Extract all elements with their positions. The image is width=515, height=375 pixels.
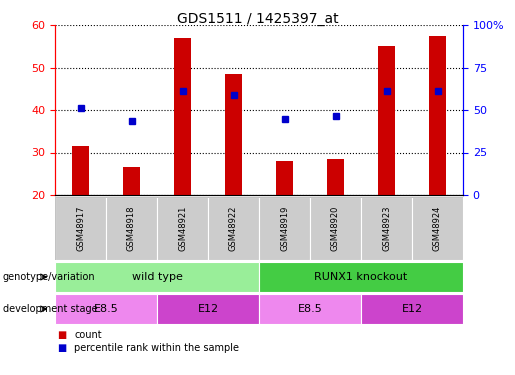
Text: RUNX1 knockout: RUNX1 knockout bbox=[314, 272, 408, 282]
Text: GSM48924: GSM48924 bbox=[433, 206, 442, 251]
Bar bbox=[225, 74, 243, 195]
Bar bbox=[72, 146, 90, 195]
Bar bbox=[106, 197, 157, 260]
Text: GSM48920: GSM48920 bbox=[331, 206, 340, 251]
Text: GSM48919: GSM48919 bbox=[280, 206, 289, 251]
Text: E12: E12 bbox=[197, 304, 218, 314]
Text: GSM48917: GSM48917 bbox=[76, 206, 85, 251]
Bar bbox=[259, 262, 463, 292]
Bar bbox=[55, 262, 259, 292]
Bar bbox=[327, 159, 345, 195]
Text: wild type: wild type bbox=[131, 272, 182, 282]
Text: ■: ■ bbox=[58, 343, 67, 353]
Bar bbox=[361, 294, 463, 324]
Bar bbox=[174, 38, 192, 195]
Text: percentile rank within the sample: percentile rank within the sample bbox=[74, 343, 239, 353]
Bar bbox=[276, 161, 294, 195]
Bar bbox=[259, 197, 310, 260]
Bar bbox=[157, 197, 208, 260]
Text: genotype/variation: genotype/variation bbox=[3, 272, 95, 282]
Bar bbox=[361, 197, 412, 260]
Bar bbox=[55, 294, 157, 324]
Text: GSM48922: GSM48922 bbox=[229, 206, 238, 251]
Text: development stage: development stage bbox=[3, 304, 97, 314]
Text: count: count bbox=[74, 330, 101, 340]
Bar bbox=[208, 197, 259, 260]
Text: E8.5: E8.5 bbox=[298, 304, 322, 314]
Bar bbox=[259, 294, 361, 324]
Text: ■: ■ bbox=[58, 330, 67, 340]
Bar bbox=[377, 46, 396, 195]
Text: E12: E12 bbox=[401, 304, 423, 314]
Bar bbox=[412, 197, 463, 260]
Text: GSM48923: GSM48923 bbox=[382, 206, 391, 251]
Text: GSM48918: GSM48918 bbox=[127, 206, 136, 251]
Text: E8.5: E8.5 bbox=[94, 304, 118, 314]
Bar bbox=[310, 197, 361, 260]
Bar bbox=[55, 197, 106, 260]
Text: GDS1511 / 1425397_at: GDS1511 / 1425397_at bbox=[177, 12, 338, 26]
Text: GSM48921: GSM48921 bbox=[178, 206, 187, 251]
Bar bbox=[123, 167, 141, 195]
Bar bbox=[157, 294, 259, 324]
Bar bbox=[428, 36, 447, 195]
